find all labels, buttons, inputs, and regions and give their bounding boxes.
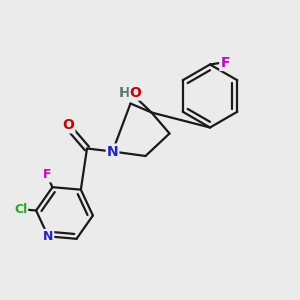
Text: O: O [129, 86, 141, 100]
Text: O: O [62, 118, 74, 132]
Text: F: F [220, 56, 230, 70]
Text: N: N [107, 145, 118, 158]
Text: N: N [43, 230, 53, 243]
Text: Cl: Cl [14, 203, 27, 216]
Text: H: H [119, 86, 130, 100]
Text: F: F [43, 168, 51, 182]
